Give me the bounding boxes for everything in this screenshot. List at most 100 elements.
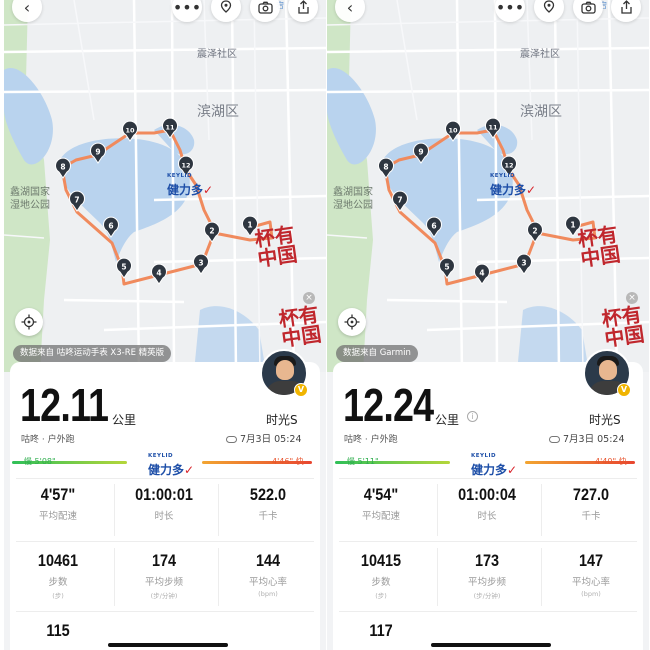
park-label-line2: 湿地公园 [10,200,50,211]
waypoint-label: 2 [532,227,537,236]
waypoint-pin-2[interactable]: 2 [527,221,543,243]
waypoint-pin-3[interactable]: 3 [516,253,532,275]
fast-pace-bar [202,461,312,464]
slow-pace-bar [335,461,450,464]
waypoint-pin-8[interactable]: 8 [378,157,394,179]
info-icon[interactable]: i [467,411,478,422]
more-button[interactable]: ••• [495,0,525,22]
waypoint-pin-2[interactable]: 2 [204,221,220,243]
fastest-pace: 4'40" 快 [595,457,627,466]
route-map[interactable]: 1 2 3 4 5 6 7 8 9 10 11 12 震泽社区 滨湖区 蠡湖国家 湿地公园 宕 KEY… [327,0,649,372]
run-route [383,128,597,286]
waypoint-pin-12[interactable]: 12 [178,155,194,177]
waypoint-pin-5[interactable]: 5 [116,257,132,279]
back-arrow-icon: ‹ [23,0,31,17]
route-map[interactable]: 1 2 3 4 5 6 7 8 9 10 11 12 震泽社区 滨湖区 蠡湖国家 湿地公园 宕 KEY… [4,0,326,372]
map-minor-roads [327,0,649,372]
date-time: 7月3日 05:24 [226,431,302,445]
waypoint-label: 6 [431,222,436,231]
location-button[interactable] [534,0,564,22]
more-icon: ••• [172,0,202,17]
stat-label: 平均步频 [144,577,183,588]
camera-button[interactable] [573,0,603,22]
sponsor-small-text: KEYLID [490,173,516,179]
checkmark-icon: ✓ [526,183,537,197]
stat-heart-rate: 144 平均心率 (bpm) [222,551,314,598]
stat-partial: 115 [12,621,104,641]
username[interactable]: 时光S [589,413,621,427]
slow-pace-bar [12,461,127,464]
avatar[interactable] [583,349,631,397]
waypoint-pin-4[interactable]: 4 [474,263,490,285]
sponsor-logo-map: KEYLID 健力多✓ [167,173,213,198]
lake-main [58,138,190,262]
run-record-screen-left: 1 2 3 4 5 6 7 8 9 10 11 12 震泽社区 滨湖区 蠡湖国家 湿地公园 宕 KEY… [4,0,326,650]
stat-unit: (步) [375,592,387,600]
activity-type: 咕咚 · 户外跑 [21,435,75,445]
summary-card [333,362,643,650]
stat-label: 平均步频 [467,577,506,588]
waypoint-pin-7[interactable]: 7 [392,190,408,212]
share-button[interactable] [611,0,641,22]
lake-south [194,306,266,372]
home-indicator [108,643,228,647]
close-icon[interactable]: × [626,292,638,304]
stat-heart-rate: 147 平均心率 (bpm) [545,551,637,598]
waypoint-label: 8 [383,163,388,172]
park-label-line1: 蠡湖国家 [10,187,50,198]
waypoint-pin-5[interactable]: 5 [439,257,455,279]
waypoint-pin-1[interactable]: 1 [242,215,258,237]
waypoint-pin-12[interactable]: 12 [501,155,517,177]
waypoint-pin-6[interactable]: 6 [426,216,442,238]
stat-unit: (步) [52,592,64,600]
waypoint-label: 11 [488,124,498,132]
share-icon [620,0,632,14]
username[interactable]: 时光S [266,413,298,427]
camera-button[interactable] [250,0,280,22]
more-button[interactable]: ••• [172,0,202,22]
row-divider [16,478,314,479]
seal-logo-corner: 杯有中国 [277,301,323,352]
waypoint-label: 12 [181,162,190,170]
close-icon[interactable]: × [303,292,315,304]
waypoint-pin-4[interactable]: 4 [151,263,167,285]
stat-value: 10461 [37,551,79,570]
waypoint-pin-1[interactable]: 1 [565,215,581,237]
waypoint-pin-3[interactable]: 3 [193,253,209,275]
district-label: 滨湖区 [520,104,562,120]
column-divider [218,548,219,606]
waypoint-label: 9 [418,148,423,157]
location-button[interactable] [211,0,241,22]
waypoint-pin-6[interactable]: 6 [103,216,119,238]
waypoint-pin-10[interactable]: 10 [445,120,461,142]
share-button[interactable] [288,0,318,22]
data-source-badge: 数据来自 咕咚运动手表 X3-RE 精英版 [13,345,172,362]
waypoint-pin-11[interactable]: 11 [485,117,501,139]
checkmark-icon: ✓ [507,463,518,477]
waypoint-pin-9[interactable]: 9 [413,142,429,164]
locate-button[interactable] [338,308,366,336]
stat-avg-pace: 4'57" 平均配速 [12,485,104,522]
seal-logo: 杯有中国 [576,221,622,272]
stat-value: 01:00:01 [135,485,193,504]
back-button[interactable]: ‹ [12,0,42,22]
fast-pace-bar [525,461,635,464]
park-label-line2: 湿地公园 [333,200,373,211]
vip-badge-icon: V [294,383,308,397]
column-divider [437,484,438,536]
waypoint-pin-10[interactable]: 10 [122,120,138,142]
waypoint-pin-8[interactable]: 8 [55,157,71,179]
column-divider [114,548,115,606]
home-indicator [431,643,551,647]
waypoint-label: 10 [125,127,135,135]
waypoint-label: 3 [521,259,526,268]
waypoint-pin-11[interactable]: 11 [162,117,178,139]
locate-button[interactable] [15,308,43,336]
back-button[interactable]: ‹ [335,0,365,22]
cloud-icon [226,436,237,443]
stat-unit: (步/分钟) [150,592,178,600]
waypoint-pin-7[interactable]: 7 [69,190,85,212]
run-route [60,128,274,286]
waypoint-pin-9[interactable]: 9 [90,142,106,164]
